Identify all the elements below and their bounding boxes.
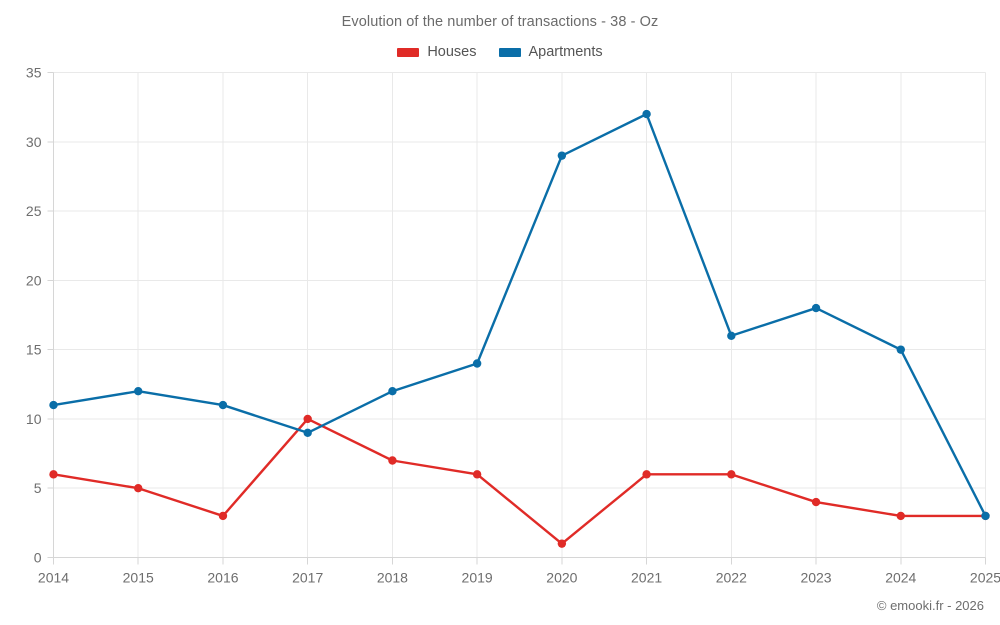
data-point-houses-2021[interactable] [642,470,651,479]
y-axis-tick-label: 35 [26,65,42,81]
data-point-apartments-2016[interactable] [218,400,228,410]
x-axis-tick-label: 2014 [38,570,69,586]
legend-label-houses: Houses [427,44,477,60]
y-axis-tick-label: 20 [26,272,42,288]
chart-legend: Houses Apartments [0,44,1000,60]
y-axis-tick-label: 15 [26,342,42,358]
series-line-apartments [52,112,987,518]
data-point-houses-2017[interactable] [303,414,312,424]
data-point-houses-2022[interactable] [727,470,736,479]
data-point-apartments-2022[interactable] [727,331,736,340]
x-axis-tick-label: 2025 [970,570,1000,586]
data-point-houses-2018[interactable] [388,456,397,465]
y-axis-tick-label: 5 [34,480,42,496]
x-axis-tick-label: 2023 [800,570,831,586]
x-axis-tick-label: 2017 [292,570,323,586]
data-point-apartments-2023[interactable] [811,303,821,313]
series-line-houses [52,417,987,545]
data-point-apartments-2014[interactable] [49,400,58,410]
data-point-houses-2020[interactable] [557,539,567,548]
data-point-houses-2015[interactable] [134,484,143,493]
data-point-apartments-2018[interactable] [388,387,397,396]
data-point-houses-2024[interactable] [896,511,905,521]
legend-item-houses[interactable]: Houses [397,44,477,60]
x-axis-tick-label: 2019 [462,570,493,586]
legend-swatch-houses [397,47,420,57]
data-point-apartments-2019[interactable] [472,359,482,368]
x-axis-tick-label: 2024 [885,570,916,586]
x-axis-tick-label: 2018 [377,570,408,586]
x-axis-tick-label: 2020 [546,570,577,586]
legend-item-apartments[interactable]: Apartments [498,44,603,60]
x-axis-tick-label: 2016 [207,570,238,586]
data-point-houses-2014[interactable] [49,470,58,479]
data-point-apartments-2017[interactable] [303,428,312,437]
y-axis-tick-label: 0 [34,550,42,566]
x-axis-tick-label: 2021 [631,570,662,586]
legend-label-apartments: Apartments [528,44,603,60]
y-axis-tick-label: 10 [26,411,42,427]
data-point-apartments-2024[interactable] [896,345,905,354]
footer-credit: © emooki.fr - 2026 [876,598,984,613]
x-axis-tick-label: 2015 [123,570,154,586]
data-point-apartments-2021[interactable] [642,109,651,119]
data-point-houses-2023[interactable] [811,497,821,507]
data-point-houses-2016[interactable] [218,511,228,521]
y-axis-tick-label: 25 [26,203,42,219]
data-point-houses-2019[interactable] [472,470,482,479]
legend-swatch-apartments [498,47,521,57]
x-axis-tick-label: 2022 [716,570,747,586]
y-axis-tick-label: 30 [26,134,42,150]
data-point-apartments-2015[interactable] [134,387,143,396]
chart-title: Evolution of the number of transactions … [341,14,659,30]
data-point-apartments-2025[interactable] [981,511,990,521]
data-point-apartments-2020[interactable] [557,151,567,160]
